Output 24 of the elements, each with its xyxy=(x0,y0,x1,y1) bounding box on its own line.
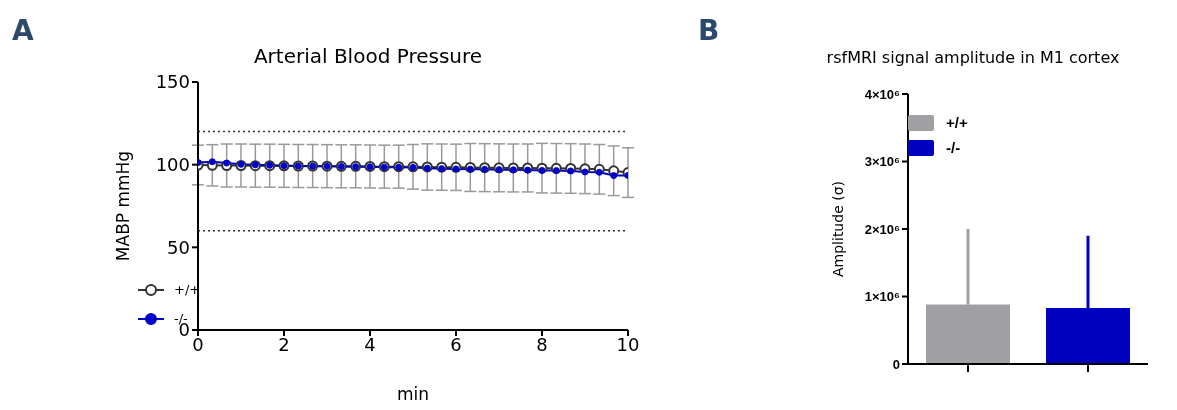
y-tick-label: 0 xyxy=(892,356,900,372)
y-tick-label: 150 xyxy=(155,71,190,93)
x-tick-label: 6 xyxy=(450,333,462,355)
x-tick-label: 4 xyxy=(364,333,376,355)
chart-title: Arterial Blood Pressure xyxy=(252,44,484,68)
x-tick-label: 8 xyxy=(536,333,548,355)
x-axis-title: min xyxy=(396,384,430,404)
legend-label: +/+ xyxy=(174,282,201,297)
y-tick-label: 100 xyxy=(155,154,190,176)
y-tick-label: 2×10⁶ xyxy=(864,221,900,237)
x-tick-label: 0 xyxy=(192,333,204,355)
y-tick-label: 1×10⁶ xyxy=(864,289,900,305)
text: B xyxy=(698,14,720,47)
y-tick-label: 4×10⁶ xyxy=(864,86,900,102)
text: A xyxy=(12,14,34,47)
x-tick-label: 10 xyxy=(616,333,640,355)
x-tick-label: 2 xyxy=(278,333,290,355)
legend-label: -/- xyxy=(946,139,961,156)
y-tick-label: 3×10⁶ xyxy=(864,154,900,170)
y-axis-title: Amplitude (σ) xyxy=(829,181,846,277)
legend-label: +/+ xyxy=(946,114,968,131)
y-tick-label: 50 xyxy=(167,236,190,258)
y-axis-title: MABP mmHg xyxy=(113,150,134,262)
chart-title: rsfMRI signal amplitude in M1 cortex xyxy=(825,48,1121,67)
